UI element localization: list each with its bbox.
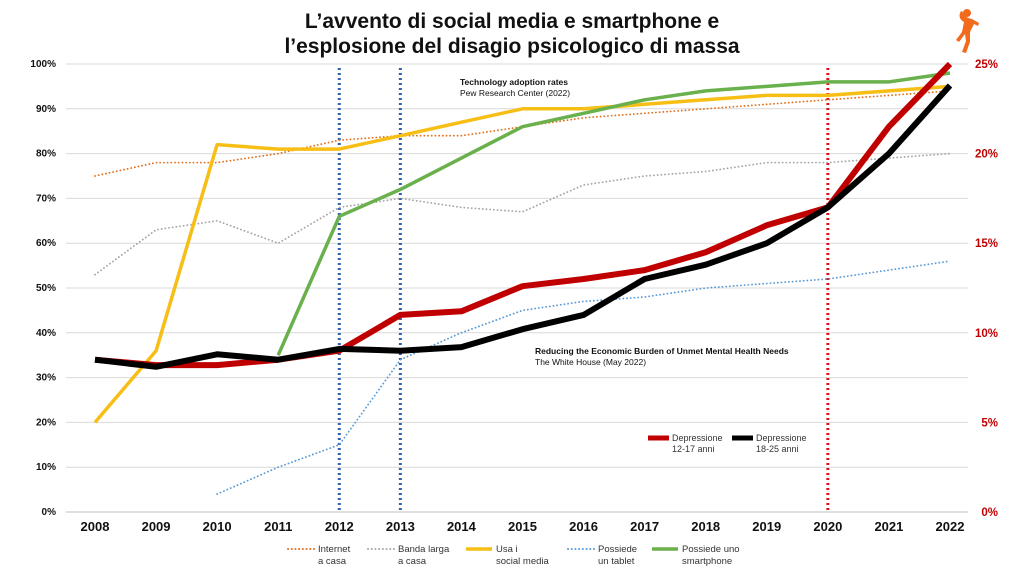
y-left-tick-label: 40% (36, 328, 56, 339)
series-line-5 (276, 71, 951, 356)
legend-label: Internet a casa (318, 544, 351, 567)
x-tick-label: 2022 (936, 519, 965, 534)
white-house-annotation-source: The White House (May 2022) (535, 357, 647, 367)
y-left-tick-label: 30% (36, 373, 56, 384)
y-right-tick-label: 20% (975, 149, 998, 161)
orange-running-figure-icon (956, 9, 979, 53)
y-left-tick-label: 60% (36, 238, 56, 249)
legend-label: Possiede un tablet (598, 544, 637, 567)
x-tick-label: 2019 (752, 519, 781, 534)
x-tick-label: 2012 (325, 519, 354, 534)
series-line-7 (94, 83, 953, 370)
legend-label: Banda larga a casa (398, 544, 450, 567)
x-tick-label: 2008 (81, 519, 110, 534)
chart-title-line-2: l’esplosione del disagio psicologico di … (284, 35, 740, 58)
y-left-tick-label: 70% (36, 193, 56, 204)
y-left-tick-label: 50% (36, 283, 56, 294)
x-tick-label: 2011 (264, 519, 292, 534)
series-line-1 (94, 90, 951, 177)
legend-label: Possiede uno smartphone (682, 544, 740, 567)
y-left-tick-label: 0% (42, 507, 57, 518)
y-right-tick-label: 5% (981, 417, 998, 429)
x-tick-label: 2014 (447, 519, 477, 534)
y-left-tick-label: 80% (36, 149, 56, 160)
series-line-6 (94, 61, 953, 369)
y-right-tick-label: 0% (981, 507, 998, 519)
white-house-annotation-title: Reducing the Economic Burden of Unmet Me… (535, 346, 789, 356)
y-left-tick-label: 100% (30, 59, 56, 70)
inset-legend-label: Depressione 18-25 anni (756, 433, 807, 454)
series-line-2 (94, 152, 951, 276)
legend-label: Usa i social media (496, 544, 550, 567)
x-tick-label: 2016 (569, 519, 598, 534)
y-left-tick-label: 90% (36, 104, 56, 115)
y-right-tick-label: 15% (975, 238, 998, 250)
pew-annotation: Technology adoption rates Pew Research C… (460, 77, 570, 99)
y-left-tick-label: 20% (36, 417, 56, 428)
series-line-3 (93, 84, 951, 424)
x-tick-label: 2018 (691, 519, 720, 534)
x-tick-label: 2015 (508, 519, 537, 534)
x-tick-label: 2010 (203, 519, 232, 534)
pew-annotation-title: Technology adoption rates (460, 77, 568, 87)
x-tick-label: 2020 (813, 519, 842, 534)
x-tick-label: 2009 (142, 519, 171, 534)
y-right-tick-label: 10% (975, 328, 998, 340)
series-line-4 (216, 260, 951, 496)
y-right-tick-label: 25% (975, 59, 998, 71)
inset-legend-label: Depressione 12-17 anni (672, 433, 723, 454)
x-tick-label: 2013 (386, 519, 415, 534)
x-tick-label: 2021 (874, 519, 903, 534)
x-tick-label: 2017 (630, 519, 659, 534)
y-left-tick-label: 10% (36, 462, 56, 473)
pew-annotation-source: Pew Research Center (2022) (460, 88, 571, 98)
white-house-annotation: Reducing the Economic Burden of Unmet Me… (535, 346, 789, 368)
chart-title-line-1: L’avvento di social media e smartphone e (304, 10, 720, 33)
